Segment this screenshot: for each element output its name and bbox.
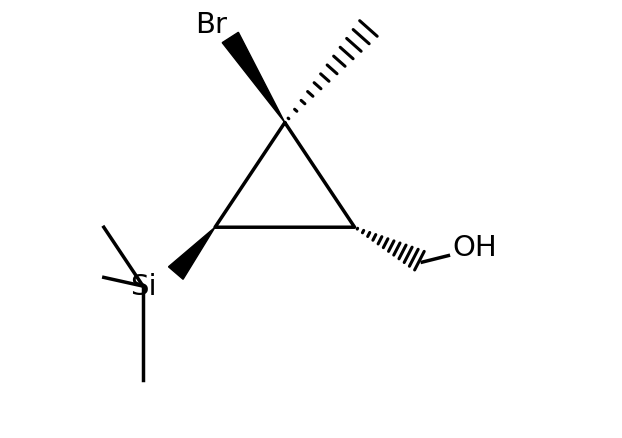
Text: Si: Si [130, 272, 156, 300]
Polygon shape [169, 228, 215, 279]
Text: Br: Br [195, 11, 226, 39]
Polygon shape [222, 33, 285, 123]
Text: OH: OH [452, 233, 497, 261]
